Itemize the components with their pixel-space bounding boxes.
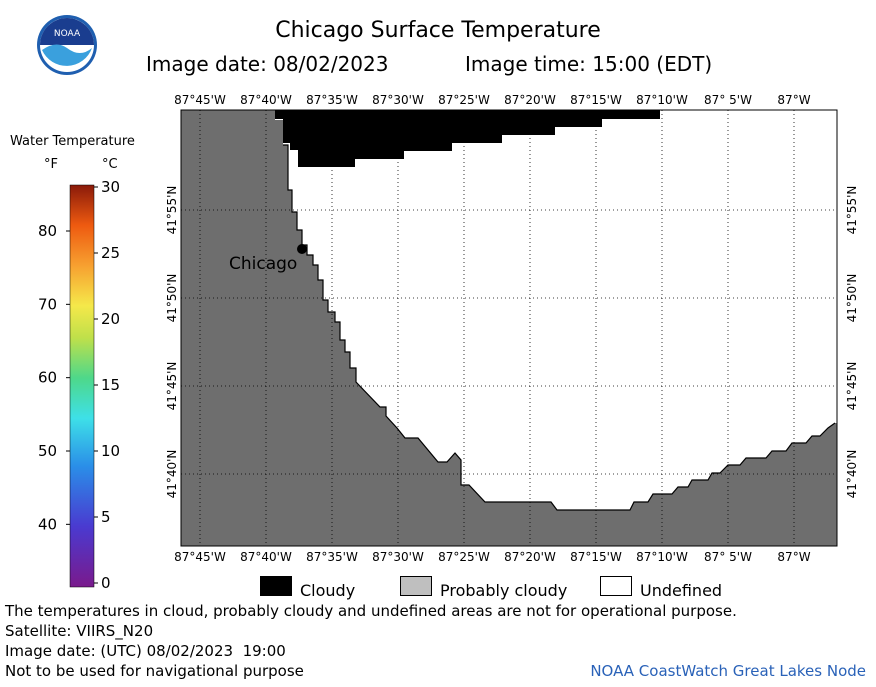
undefined-swatch	[600, 576, 632, 596]
lat-label-left: 41°55'N	[165, 186, 179, 235]
celsius-tick-label: 15	[101, 376, 120, 394]
colorbar-gradient	[69, 184, 95, 588]
lon-label-top: 87°W	[777, 93, 810, 107]
colorbar: 0 5 10 15 20 25 30 40 50 60 70 80	[38, 178, 120, 592]
undefined-label: Undefined	[640, 581, 723, 600]
noaa-logo: NOAA	[37, 15, 97, 75]
image-date: Image date: 08/02/2023	[146, 52, 389, 76]
fahrenheit-tick-label: 80	[38, 222, 57, 240]
lon-label-bottom: 87°40'W	[240, 550, 292, 564]
lat-label-right: 41°50'N	[845, 274, 859, 323]
celsius-tick-label: 5	[101, 508, 111, 526]
satellite-text: Satellite: VIIRS_N20	[5, 622, 154, 640]
fahrenheit-tick-label: 70	[38, 295, 57, 313]
fahrenheit-tick-label: 60	[38, 369, 57, 387]
lon-label-bottom: 87°W	[777, 550, 810, 564]
cloudy-label: Cloudy	[300, 581, 356, 600]
lon-label-bottom: 87°15'W	[570, 550, 622, 564]
lon-label-bottom: 87°45'W	[174, 550, 226, 564]
credit-text: NOAA CoastWatch Great Lakes Node	[590, 662, 866, 680]
lon-label-bottom: 87° 5'W	[704, 550, 752, 564]
lon-label-top: 87°40'W	[240, 93, 292, 107]
cloudy-swatch	[260, 576, 292, 596]
fahrenheit-tick-label: 40	[38, 515, 57, 533]
lat-label-left: 41°50'N	[165, 274, 179, 323]
lat-label-left: 41°40'N	[165, 450, 179, 499]
graticule	[181, 110, 837, 546]
probably-cloudy-swatch	[400, 576, 432, 596]
celsius-tick-label: 0	[101, 574, 111, 592]
lon-label-top: 87°45'W	[174, 93, 226, 107]
coastline	[283, 144, 836, 511]
lon-label-bottom: 87°20'W	[504, 550, 556, 564]
lon-label-bottom: 87°30'W	[372, 550, 424, 564]
celsius-tick-label: 20	[101, 310, 120, 328]
lon-label-top: 87°25'W	[438, 93, 490, 107]
colorbar-title: Water Temperature	[10, 134, 135, 149]
chicago-marker	[297, 244, 307, 254]
unit-fahrenheit: °F	[44, 157, 58, 172]
city-label: Chicago	[229, 254, 297, 274]
map-frame	[180, 109, 838, 547]
celsius-tick-label: 10	[101, 442, 120, 460]
celsius-tick-label: 30	[101, 178, 120, 196]
lat-label-right: 41°40'N	[845, 450, 859, 499]
page-title: Chicago Surface Temperature	[275, 18, 601, 43]
lon-label-top: 87° 5'W	[704, 93, 752, 107]
lon-label-top: 87°35'W	[306, 93, 358, 107]
lat-label-right: 41°55'N	[845, 186, 859, 235]
fahrenheit-tick-label: 50	[38, 442, 57, 460]
probably-cloudy-label: Probably cloudy	[440, 581, 568, 600]
celsius-tick-label: 25	[101, 244, 120, 262]
noaa-logo-text: NOAA	[54, 29, 81, 39]
map: 87°45'W 87°45'W 87°40'W 87°40'W 87°35'W 87°35…	[165, 93, 859, 564]
lon-label-top: 87°30'W	[372, 93, 424, 107]
lon-label-bottom: 87°10'W	[636, 550, 688, 564]
lat-label-right: 41°45'N	[845, 362, 859, 411]
land-area	[181, 110, 837, 546]
unit-celsius: °C	[102, 157, 118, 172]
navigation-warning: Not to be used for navigational purpose	[5, 662, 304, 680]
lon-label-top: 87°20'W	[504, 93, 556, 107]
lat-label-left: 41°45'N	[165, 362, 179, 411]
utc-date-text: Image date: (UTC) 08/02/2023 19:00	[5, 642, 286, 660]
cloudy-area	[275, 110, 660, 167]
lon-label-bottom: 87°35'W	[306, 550, 358, 564]
image-time: Image time: 15:00 (EDT)	[465, 52, 713, 76]
lon-label-bottom: 87°25'W	[438, 550, 490, 564]
lon-label-top: 87°15'W	[570, 93, 622, 107]
disclaimer-text: The temperatures in cloud, probably clou…	[5, 602, 737, 620]
lon-label-top: 87°10'W	[636, 93, 688, 107]
